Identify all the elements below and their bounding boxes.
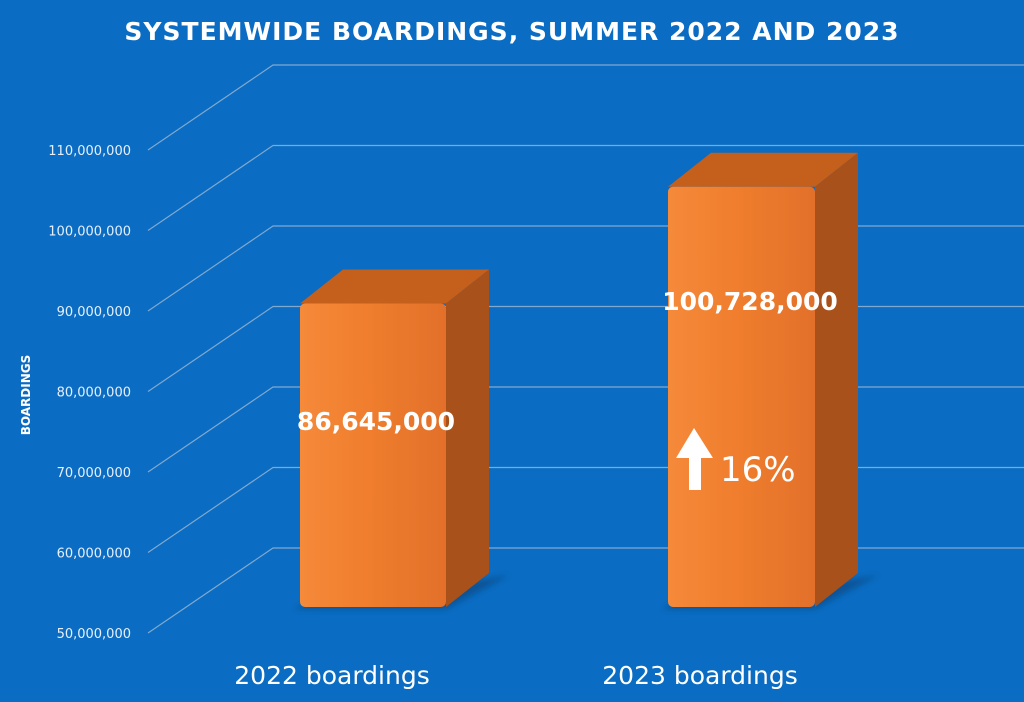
up-arrow-icon <box>676 428 713 490</box>
gridline <box>147 386 1024 473</box>
bar-front <box>300 303 446 607</box>
x-tick-label: 2022 boardings <box>234 661 429 690</box>
bar-top <box>668 152 858 187</box>
gridline <box>147 64 1024 151</box>
change-percent: 16% <box>720 450 796 490</box>
y-tick-label: 90,000,000 <box>57 305 131 320</box>
change-annotation: 16% <box>676 428 796 490</box>
y-axis-ticks: 50,000,000 60,000,000 70,000,000 80,000,000… <box>48 144 131 642</box>
bar <box>663 152 878 609</box>
y-tick-label: 80,000,000 <box>57 386 131 401</box>
y-tick-label: 100,000,000 <box>48 225 131 240</box>
x-axis-labels: 2022 boardings 2023 boardings <box>234 661 797 690</box>
y-tick-label: 70,000,000 <box>57 466 131 481</box>
gridline <box>147 466 1024 553</box>
bar-side <box>815 152 858 607</box>
bar-front <box>668 186 815 607</box>
y-tick-label: 60,000,000 <box>57 547 131 562</box>
gridlines <box>147 64 1024 634</box>
chart-title: SYSTEMWIDE BOARDINGS, SUMMER 2022 AND 20… <box>124 17 899 46</box>
bars <box>295 152 878 609</box>
gridline <box>147 225 1024 312</box>
bar-side <box>446 269 489 607</box>
y-axis-label: BOARDINGS <box>19 355 33 436</box>
gridline <box>147 305 1024 392</box>
data-label: 100,728,000 <box>662 287 838 316</box>
y-tick-label: 50,000,000 <box>57 627 131 642</box>
bar-top <box>300 269 489 304</box>
gridline <box>147 547 1024 634</box>
data-label: 86,645,000 <box>297 407 455 436</box>
gridline <box>147 144 1024 231</box>
bar <box>295 269 509 609</box>
y-tick-label: 110,000,000 <box>48 144 131 159</box>
x-tick-label: 2023 boardings <box>602 661 797 690</box>
